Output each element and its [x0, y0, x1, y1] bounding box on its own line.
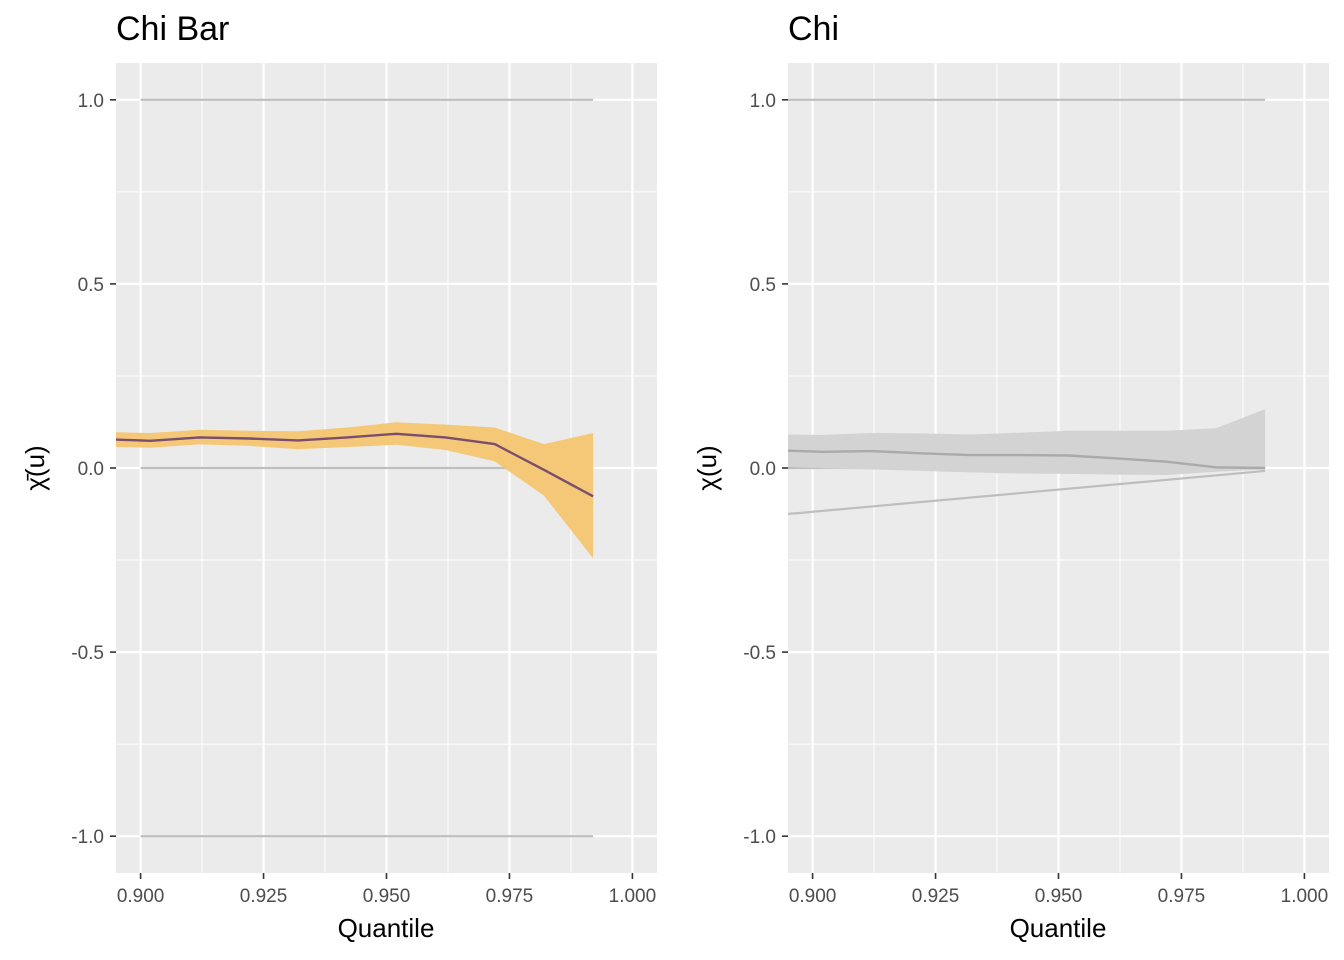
chi-xlabel: Quantile: [1010, 913, 1107, 943]
chi-reference-line: [787, 469, 1266, 516]
chi-x-tick-label: 1.000: [1281, 886, 1329, 907]
chibar-confidence-band: [116, 422, 594, 559]
chi-x-tick-label: 0.950: [1035, 886, 1083, 907]
chi-y-tick-label: 1.0: [750, 91, 776, 112]
chi-x-tick-label: 0.975: [1158, 886, 1206, 907]
chi-x-tick-label: 0.900: [789, 886, 837, 907]
chibar-y-tick-label: 0.0: [78, 459, 104, 480]
chibar-y-tick-label: -1.0: [71, 827, 104, 848]
chi-confidence-band: [788, 409, 1266, 475]
chi-estimate-line: [787, 449, 1266, 470]
chibar-x-tick-label: 1.000: [609, 886, 657, 907]
chibar-x-tick-label: 0.925: [240, 886, 288, 907]
chibar-y-tick-label: -0.5: [71, 643, 104, 664]
chi-y-tick-label: -0.5: [743, 643, 776, 664]
chi-y-tick-label: 0.0: [750, 459, 776, 480]
chibar-xlabel: Quantile: [338, 913, 435, 943]
chi-plot-area: [787, 63, 1329, 873]
chi-ylabel: χ(u): [692, 445, 722, 490]
chibar-plot-area: [115, 63, 657, 873]
chibar-title: Chi Bar: [116, 10, 229, 48]
chi-panel: Chi Quantile χ(u) 0.900 0.925 0.950 0.975 1.…: [692, 10, 1329, 943]
chibar-x-tick-label: 0.900: [117, 886, 165, 907]
chi-y-tick-label: -1.0: [743, 827, 776, 848]
chi-y-tick-label: 0.5: [750, 275, 776, 296]
chibar-estimate-line: [115, 432, 594, 498]
chibar-y-tick-label: 1.0: [78, 91, 104, 112]
chibar-x-tick-label: 0.975: [486, 886, 534, 907]
chi-title: Chi: [788, 10, 839, 48]
chibar-panel: Chi Bar Quantile χ̄(u) 0.900 0.925 0.950 0.…: [20, 10, 657, 943]
chibar-ylabel: χ̄(u): [20, 445, 50, 490]
chibar-y-tick-label: 0.5: [78, 275, 104, 296]
chibar-x-tick-label: 0.950: [363, 886, 411, 907]
chi-x-tick-label: 0.925: [912, 886, 960, 907]
